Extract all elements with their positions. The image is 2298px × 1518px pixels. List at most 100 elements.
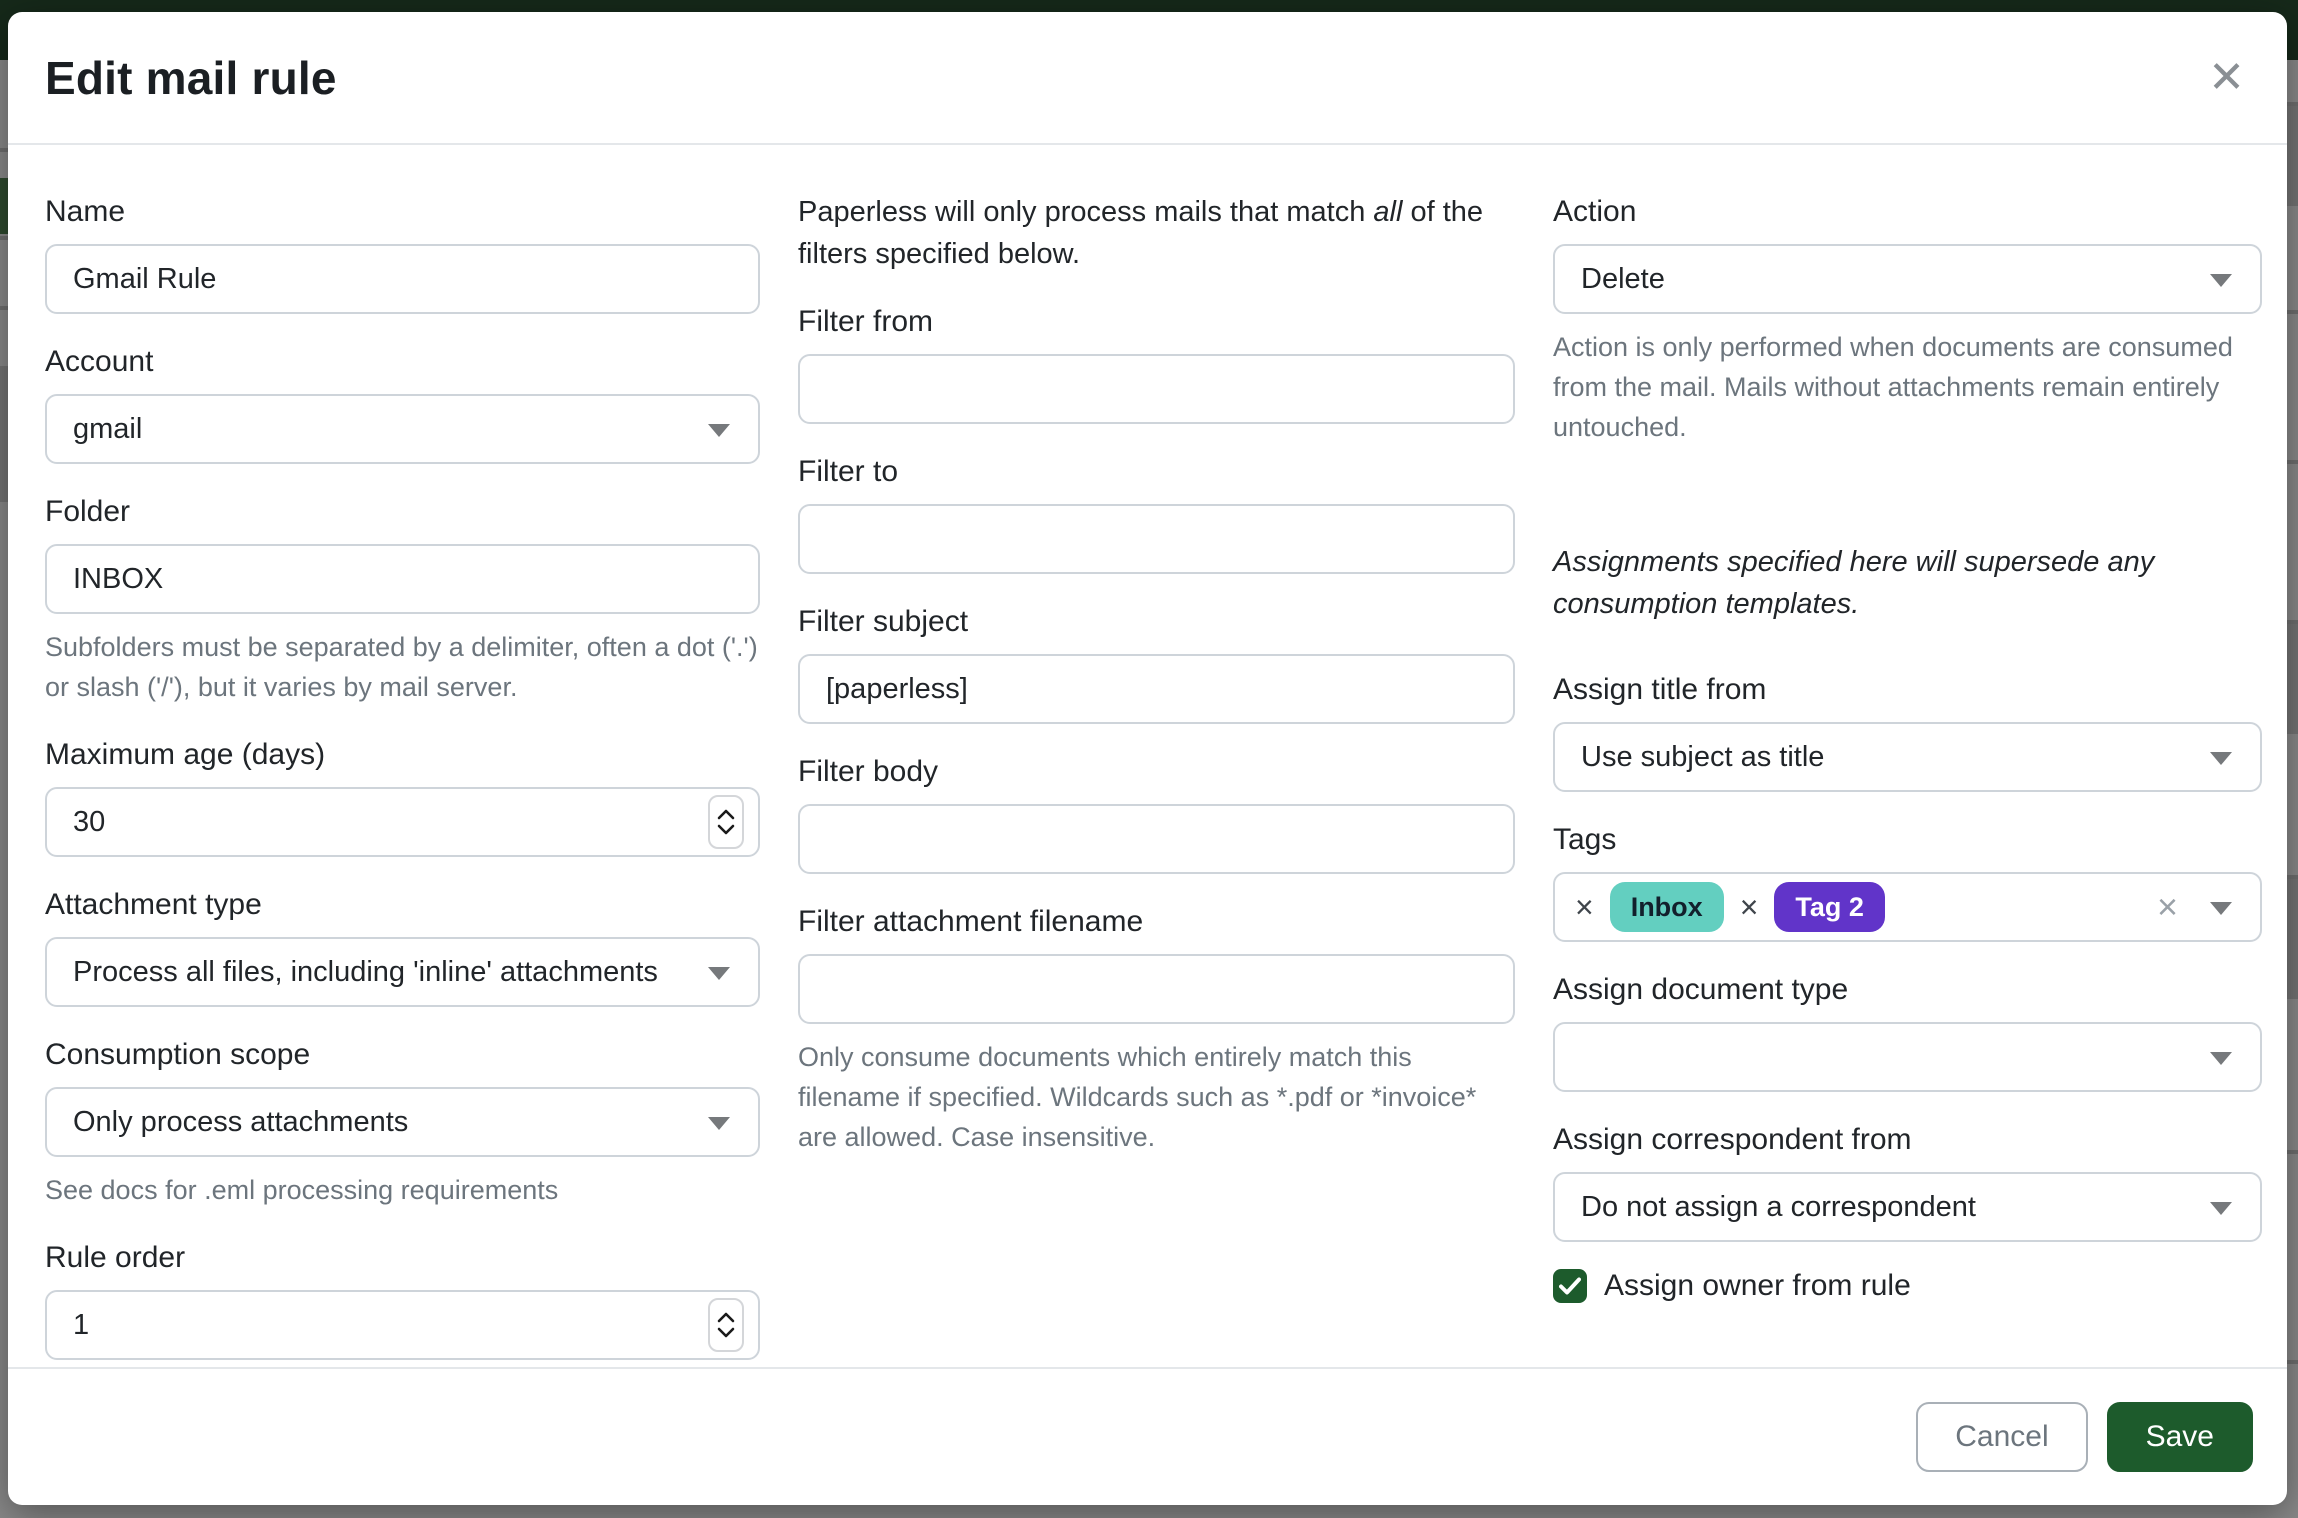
stepper-up-icon: [717, 809, 735, 820]
account-group: Account gmail: [45, 341, 760, 464]
filter-from-group: Filter from: [798, 301, 1515, 424]
attachment-type-label: Attachment type: [45, 888, 262, 921]
chevron-down-icon: [2210, 1052, 2232, 1066]
background-row-line: [2287, 310, 2298, 314]
filter-body-group: Filter body: [798, 751, 1515, 874]
cancel-button[interactable]: Cancel: [1916, 1402, 2088, 1472]
chevron-down-icon: [2210, 274, 2232, 288]
filter-body-input[interactable]: [798, 804, 1515, 874]
background-row-line: [2287, 1360, 2298, 1364]
assign-doctype-label: Assign document type: [1553, 973, 1849, 1006]
assign-correspondent-group: Assign correspondent from Do not assign …: [1553, 1119, 2262, 1242]
filter-filename-input[interactable]: [798, 954, 1515, 1024]
attachment-type-value: Process all files, including 'inline' at…: [73, 955, 658, 988]
edit-mail-rule-dialog: Edit mail rule ✕ Name Account gmail Fold…: [8, 12, 2287, 1505]
folder-label: Folder: [45, 495, 131, 528]
consumption-scope-group: Consumption scope Only process attachmen…: [45, 1034, 760, 1210]
account-label: Account: [45, 345, 154, 378]
assign-doctype-select[interactable]: [1553, 1022, 2262, 1092]
filters-intro: Paperless will only process mails that m…: [798, 191, 1515, 275]
background-left-edge: [0, 60, 8, 1518]
assign-owner-label: Assign owner from rule: [1604, 1269, 1911, 1302]
remove-tag-icon[interactable]: ×: [1575, 889, 1594, 925]
chevron-down-icon: [708, 424, 730, 438]
filter-body-label: Filter body: [798, 755, 939, 788]
background-row-line: [2287, 620, 2298, 624]
save-button[interactable]: Save: [2106, 1402, 2253, 1472]
background-divider: [0, 236, 8, 240]
name-label: Name: [45, 195, 126, 228]
quantity-stepper[interactable]: [708, 1298, 744, 1352]
assign-title-group: Assign title from Use subject as title: [1553, 669, 2262, 792]
filters-intro-prefix: Paperless will only process mails that m…: [798, 196, 1374, 228]
chevron-down-icon: [2210, 902, 2232, 916]
tags-group: Tags × Inbox × Tag 2 ×: [1553, 819, 2262, 942]
filter-to-input[interactable]: [798, 504, 1515, 574]
filter-from-input[interactable]: [798, 354, 1515, 424]
dialog-body: Name Account gmail Folder Subfolders mus…: [8, 145, 2287, 1387]
column-general: Name Account gmail Folder Subfolders mus…: [45, 191, 760, 1387]
rule-order-input[interactable]: [45, 1290, 760, 1360]
chevron-down-icon: [708, 967, 730, 981]
background-row: [2287, 624, 2298, 734]
action-group: Action Delete Action is only performed w…: [1553, 191, 2262, 447]
consumption-scope-help: See docs for .eml processing requirement…: [45, 1175, 559, 1205]
background-content: [0, 366, 8, 502]
action-select[interactable]: Delete: [1553, 244, 2262, 314]
filter-filename-label: Filter attachment filename: [798, 905, 1144, 938]
dialog-footer: Cancel Save: [8, 1367, 2287, 1505]
assign-owner-row: Assign owner from rule: [1553, 1269, 2262, 1303]
filters-intro-suffix: of the filters specified below.: [798, 196, 1484, 270]
assign-correspondent-label: Assign correspondent from: [1553, 1123, 1912, 1156]
action-help: Action is only performed when documents …: [1553, 332, 2233, 442]
chevron-down-icon: [2210, 1202, 2232, 1216]
background-row-line: [2287, 1150, 2298, 1154]
column-action-assign: Action Delete Action is only performed w…: [1553, 191, 2262, 1387]
action-value: Delete: [1581, 262, 1665, 295]
account-select[interactable]: gmail: [45, 394, 760, 464]
stepper-down-icon: [717, 1327, 735, 1338]
filter-subject-group: Filter subject: [798, 601, 1515, 724]
background-row: [2287, 879, 2298, 999]
consumption-scope-label: Consumption scope: [45, 1038, 311, 1071]
chevron-down-icon: [2210, 752, 2232, 766]
assign-title-label: Assign title from: [1553, 673, 1767, 706]
filter-to-label: Filter to: [798, 455, 899, 488]
filter-subject-input[interactable]: [798, 654, 1515, 724]
check-icon: [1559, 1277, 1581, 1295]
background-divider: [0, 148, 8, 152]
assign-owner-checkbox[interactable]: [1553, 1269, 1587, 1303]
background-row: [2287, 106, 2298, 206]
tags-select[interactable]: × Inbox × Tag 2 ×: [1553, 872, 2262, 942]
quantity-stepper[interactable]: [708, 795, 744, 849]
page-title: Edit mail rule: [45, 51, 337, 104]
assign-title-value: Use subject as title: [1581, 740, 1825, 773]
background-row-line: [2287, 102, 2298, 106]
remove-tag-icon[interactable]: ×: [1739, 889, 1759, 925]
max-age-input[interactable]: [45, 787, 760, 857]
clear-tags-icon[interactable]: ×: [2156, 886, 2178, 927]
consumption-scope-select[interactable]: Only process attachments: [45, 1087, 760, 1157]
tag-chip[interactable]: Tag 2: [1774, 881, 1885, 933]
assignments-note: Assignments specified here will supersed…: [1553, 546, 2155, 620]
max-age-label: Maximum age (days): [45, 738, 326, 771]
tag-chip[interactable]: Inbox: [1609, 881, 1724, 933]
dialog-header: Edit mail rule ✕: [8, 12, 2287, 145]
rule-order-group: Rule order: [45, 1237, 760, 1360]
background-row-line: [2287, 875, 2298, 879]
stepper-up-icon: [717, 1312, 735, 1323]
attachment-type-group: Attachment type Process all files, inclu…: [45, 884, 760, 1007]
name-input[interactable]: [45, 244, 760, 314]
account-value: gmail: [73, 412, 143, 445]
attachment-type-select[interactable]: Process all files, including 'inline' at…: [45, 937, 760, 1007]
filter-filename-help: Only consume documents which entirely ma…: [798, 1042, 1477, 1152]
background-scrollbar: [2287, 60, 2298, 1518]
assign-title-select[interactable]: Use subject as title: [1553, 722, 2262, 792]
folder-group: Folder Subfolders must be separated by a…: [45, 491, 760, 707]
assign-correspondent-select[interactable]: Do not assign a correspondent: [1553, 1172, 2262, 1242]
folder-input[interactable]: [45, 544, 760, 614]
folder-help: Subfolders must be separated by a delimi…: [45, 632, 758, 702]
filter-subject-label: Filter subject: [798, 605, 969, 638]
close-icon[interactable]: ✕: [2204, 52, 2249, 104]
stepper-down-icon: [717, 824, 735, 835]
